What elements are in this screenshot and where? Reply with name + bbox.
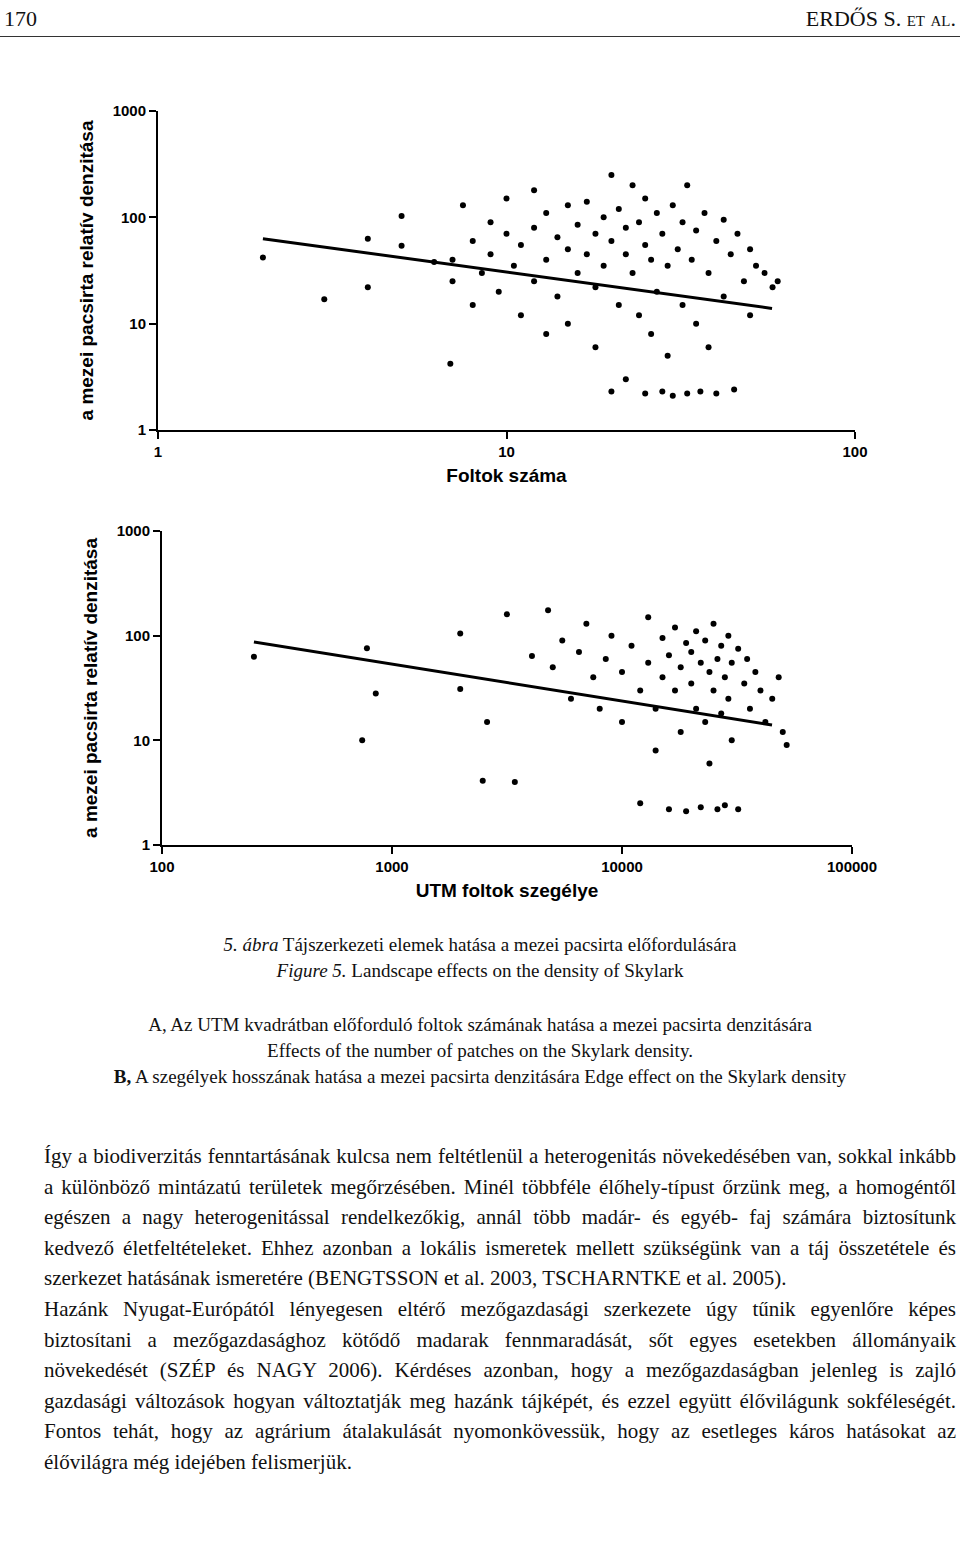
- svg-text:1: 1: [138, 421, 146, 438]
- svg-text:10: 10: [129, 315, 146, 332]
- svg-text:Foltok száma: Foltok száma: [446, 465, 567, 486]
- svg-text:1000: 1000: [375, 858, 408, 875]
- svg-text:UTM foltok szegélye: UTM foltok szegélye: [416, 880, 599, 901]
- svg-text:a mezei pacsirta relatív denzi: a mezei pacsirta relatív denzitása: [76, 120, 97, 420]
- html-text:ERDŐS S. et al.: ERDŐS S. et al.: [805, 6, 956, 31]
- html-text:A, Az UTM kvadrátban előfordul: A, Az UTM kvadrátban előforduló foltok s…: [148, 1014, 812, 1035]
- html-text:170: 170: [4, 6, 37, 31]
- svg-text:100: 100: [125, 627, 150, 644]
- svg-text:100: 100: [121, 209, 146, 226]
- svg-text:a mezei pacsirta relatív denzi: a mezei pacsirta relatív denzitása: [80, 538, 101, 838]
- html-text:Figure 5. Landscape effects on: Figure 5. Landscape effects on the densi…: [276, 960, 684, 981]
- svg-text:10: 10: [133, 732, 150, 749]
- svg-text:100: 100: [842, 443, 867, 460]
- svg-text:1000: 1000: [113, 102, 146, 119]
- svg-text:1: 1: [154, 443, 162, 460]
- svg-text:10000: 10000: [601, 858, 643, 875]
- html-text:Így a biodiverzitás fenntartás: Így a biodiverzitás fenntartásának kulcs…: [44, 1144, 956, 1291]
- html-text:Hazánk Nyugat-Európától lényeg: Hazánk Nyugat-Európától lényegesen eltér…: [44, 1297, 956, 1474]
- svg-text:100000: 100000: [827, 858, 877, 875]
- svg-text:1000: 1000: [117, 522, 150, 539]
- html-text:B, A szegélyek hosszának hatás: B, A szegélyek hosszának hatása a mezei …: [113, 1066, 847, 1087]
- svg-text:100: 100: [149, 858, 174, 875]
- svg-text:10: 10: [498, 443, 515, 460]
- svg-text:1: 1: [142, 836, 150, 853]
- html-text:5. ábra Tájszerkezeti elemek h: 5. ábra Tájszerkezeti elemek hatása a me…: [223, 934, 737, 955]
- html-text:Effects of the number of patch: Effects of the number of patches on the …: [267, 1040, 693, 1061]
